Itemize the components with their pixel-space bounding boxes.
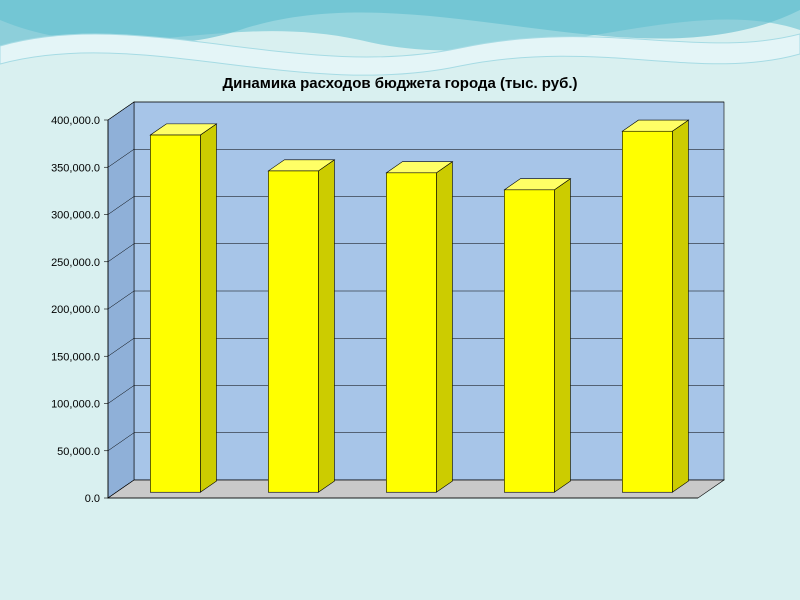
chart-ytick-label: 100,000.0 — [51, 399, 100, 411]
chart-bar-side — [436, 162, 452, 493]
chart-bar-front — [622, 131, 672, 492]
chart-bar-side — [554, 179, 570, 493]
slide-container: 0.0 50,000.0 100,000.0 150,000.0 200,000.0 25… — [0, 0, 800, 600]
chart-ytick-label: 0.0 — [85, 493, 100, 505]
chart-bar-front — [150, 135, 200, 492]
chart-3d-bar: 0.0 50,000.0 100,000.0 150,000.0 200,000.0 25… — [51, 102, 724, 505]
chart-ytick-label: 350,000.0 — [51, 162, 100, 174]
chart-bar-front — [386, 173, 436, 492]
chart-bar-front — [268, 171, 318, 492]
chart-bar — [150, 124, 216, 492]
chart-bar-front — [504, 190, 554, 492]
chart-bar-side — [318, 160, 334, 492]
chart-bar-side — [672, 120, 688, 492]
chart-bar-side — [200, 124, 216, 492]
slide-svg: 0.0 50,000.0 100,000.0 150,000.0 200,000.0 25… — [0, 0, 800, 600]
chart-ytick-label: 400,000.0 — [51, 115, 100, 127]
chart-bar — [268, 160, 334, 492]
chart-title: Динамика расходов бюджета города (тыс. р… — [222, 75, 577, 92]
chart-ytick-label: 250,000.0 — [51, 257, 100, 269]
chart-ytick-label: 150,000.0 — [51, 351, 100, 363]
chart-ytick-label: 300,000.0 — [51, 210, 100, 222]
chart-bar — [386, 162, 452, 493]
chart-bar — [622, 120, 688, 492]
chart-ytick-label: 200,000.0 — [51, 304, 100, 316]
chart-ytick-label: 50,000.0 — [57, 446, 100, 458]
chart-bar — [504, 179, 570, 493]
